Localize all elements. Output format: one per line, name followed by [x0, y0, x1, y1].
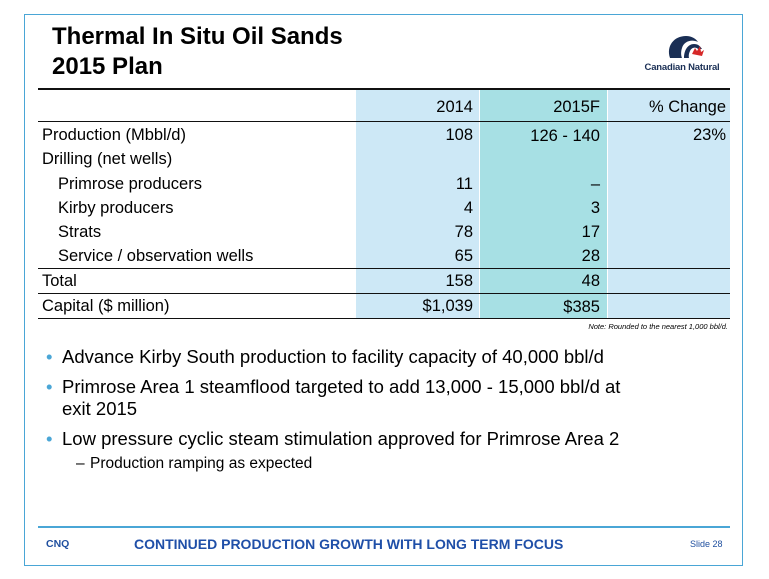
sub-bullet-text: Production ramping as expected: [90, 455, 313, 472]
bullet-item: • Low pressure cyclic steam stimulation …: [46, 428, 726, 450]
slide-title: Thermal In Situ Oil Sands 2015 Plan: [52, 22, 343, 82]
column-pct-background: [608, 90, 730, 318]
cell-kirby-2015f: 3: [590, 199, 600, 217]
bullet-text: Low pressure cyclic steam stimulation ap…: [62, 428, 620, 449]
cell-strats-2015f: 17: [581, 223, 600, 241]
row-label-primrose-producers: Primrose producers: [58, 175, 202, 193]
total-divider: [38, 268, 730, 269]
cell-total-2014: 158: [445, 272, 473, 290]
table-bottom-rule: [38, 318, 730, 319]
row-label-total: Total: [42, 272, 77, 290]
logo-mark-icon: [668, 36, 704, 58]
bullet-dot-icon: •: [46, 346, 53, 367]
slide-number: Slide 28: [690, 539, 723, 549]
logo-wordmark: Canadian Natural: [644, 62, 720, 73]
bullet-text: Primrose Area 1 steamflood targeted to a…: [62, 376, 621, 397]
sub-bullet-item: – Production ramping as expected: [46, 454, 726, 474]
title-divider: [38, 88, 730, 90]
cell-kirby-2014: 4: [463, 199, 473, 217]
bullet-dot-icon: •: [46, 428, 53, 449]
cell-primrose-2015f: –: [590, 175, 600, 193]
cell-primrose-2014: 11: [455, 175, 473, 193]
cell-production-pct: 23%: [692, 126, 726, 144]
footer-divider: [38, 526, 730, 528]
column-2015-background: [480, 90, 607, 318]
row-label-drilling: Drilling (net wells): [42, 150, 173, 168]
header-2015f: 2015F: [553, 98, 600, 116]
row-label-service-wells: Service / observation wells: [58, 247, 254, 265]
bullet-dot-icon: •: [46, 376, 53, 397]
cell-service-2015f: 28: [581, 247, 600, 265]
bullet-item: • Primrose Area 1 steamflood targeted to…: [46, 376, 726, 420]
cell-production-2014: 108: [445, 126, 473, 144]
row-label-kirby-producers: Kirby producers: [58, 199, 174, 217]
row-label-capital: Capital ($ million): [42, 297, 170, 315]
bullet-list: • Advance Kirby South production to faci…: [46, 346, 726, 474]
cell-capital-2015f: $385: [563, 298, 600, 316]
footer-ticker: CNQ: [46, 538, 70, 550]
table-footnote: Note: Rounded to the nearest 1,000 bbl/d…: [588, 322, 728, 331]
header-2014: 2014: [436, 98, 473, 116]
cell-total-2015f: 48: [581, 272, 600, 290]
title-line-1: Thermal In Situ Oil Sands: [52, 23, 343, 50]
company-logo: Canadian Natural: [636, 30, 728, 76]
cell-service-2014: 65: [454, 247, 473, 265]
dash-icon: –: [76, 455, 85, 472]
bullet-text: Advance Kirby South production to facili…: [62, 346, 604, 367]
cell-production-2015f: 126 - 140: [530, 127, 600, 145]
cell-capital-2014: $1,039: [422, 297, 473, 315]
capital-divider: [38, 293, 730, 294]
row-label-production: Production (Mbbl/d): [42, 126, 186, 144]
bullet-item: • Advance Kirby South production to faci…: [46, 346, 726, 368]
bullet-text-continued: exit 2015: [62, 398, 138, 419]
footer-tagline: CONTINUED PRODUCTION GROWTH WITH LONG TE…: [134, 536, 564, 552]
column-2014-background: [356, 90, 479, 318]
cell-strats-2014: 78: [454, 223, 473, 241]
row-label-strats: Strats: [58, 223, 102, 241]
header-divider: [38, 121, 730, 122]
title-line-2: 2015 Plan: [52, 53, 163, 80]
header-pct-change: % Change: [648, 98, 726, 116]
